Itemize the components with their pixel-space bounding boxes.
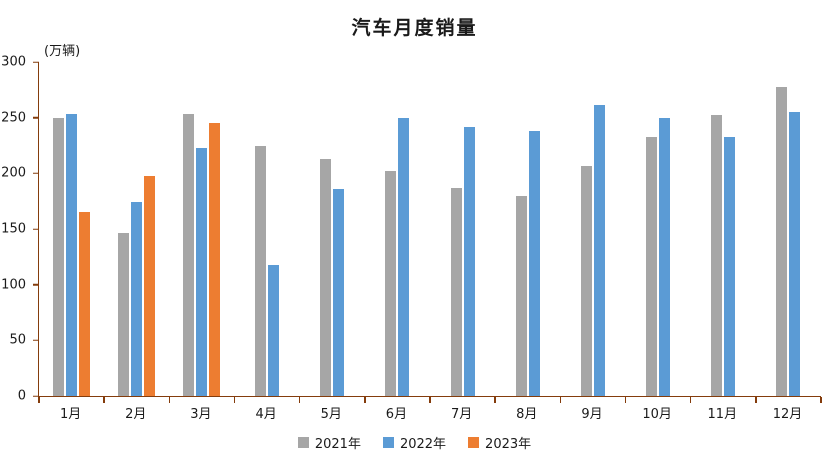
bar-2022年-1月 xyxy=(66,114,78,396)
chart-title: 汽车月度销量 xyxy=(351,17,478,39)
bar-2022年-5月 xyxy=(333,188,345,396)
bar-2021年-7月 xyxy=(450,187,462,396)
bar-2023年-1月 xyxy=(79,212,91,396)
legend: 2021年 2022年 2023年 xyxy=(0,433,829,452)
bar-2022年-11月 xyxy=(724,136,736,396)
legend-item-2023年: 2023年 xyxy=(468,433,531,452)
bar-group-5月 xyxy=(300,62,365,396)
bar-2022年-12月 xyxy=(789,112,801,396)
y-tick-label: 0 xyxy=(17,388,26,404)
x-tick-mark xyxy=(298,397,301,403)
legend-label: 2023年 xyxy=(485,437,532,452)
x-axis-labels: 1月 2月 3月 4月 5月 6月 7月 8月 9月 10月 11月 12月 xyxy=(38,403,820,422)
y-axis-unit-label: (万辆) xyxy=(44,44,81,59)
x-tick-mark xyxy=(624,397,627,403)
x-tick-label: 6月 xyxy=(385,407,408,422)
bars-container xyxy=(39,62,821,396)
bar-2022年-2月 xyxy=(131,202,143,396)
y-tick-label: 50 xyxy=(9,332,26,348)
legend-item-2021年: 2021年 xyxy=(297,433,361,452)
bar-group-12月 xyxy=(756,62,821,396)
bar-group-10月 xyxy=(626,62,691,396)
y-axis: 0 50 100 150 200 250 300 xyxy=(0,56,34,403)
x-tick-label: 4月 xyxy=(255,407,277,422)
bar-2021年-8月 xyxy=(515,195,527,396)
x-tick-mark xyxy=(559,397,562,403)
bar-2022年-3月 xyxy=(196,147,208,396)
x-tick-mark xyxy=(103,397,105,403)
y-tick-label: 250 xyxy=(1,110,26,126)
x-tick-mark xyxy=(689,397,692,403)
bar-2021年-11月 xyxy=(711,115,723,396)
y-tick-label: 100 xyxy=(1,277,26,293)
bar-2022年-6月 xyxy=(398,117,410,396)
y-tick-mark xyxy=(33,339,39,342)
bar-2021年-6月 xyxy=(385,171,397,396)
legend-item-2022年: 2022年 xyxy=(382,433,447,452)
bar-group-11月 xyxy=(691,62,756,396)
bar-2022年-8月 xyxy=(528,131,540,396)
x-tick-label: 3月 xyxy=(190,407,212,422)
x-tick-label: 2月 xyxy=(125,407,147,422)
y-tick-label: 300 xyxy=(1,54,26,70)
x-tick-mark xyxy=(755,397,757,403)
x-tick-label: 9月 xyxy=(581,407,603,422)
bar-2022年-4月 xyxy=(268,264,280,396)
bar-group-8月 xyxy=(495,62,560,396)
bar-group-3月 xyxy=(169,62,234,396)
x-tick-mark xyxy=(494,397,496,403)
x-tick-mark xyxy=(364,397,366,403)
x-tick-mark xyxy=(38,397,40,403)
x-tick-label: 7月 xyxy=(450,407,473,422)
x-tick-mark xyxy=(168,397,171,403)
x-tick-label: 11月 xyxy=(707,407,738,422)
y-tick-mark xyxy=(33,283,39,286)
bar-2021年-9月 xyxy=(580,165,592,396)
y-tick-mark xyxy=(33,228,39,230)
y-tick-mark xyxy=(33,395,39,397)
bar-2021年-5月 xyxy=(320,158,332,396)
x-tick-mark xyxy=(429,397,431,403)
x-tick-label: 5月 xyxy=(320,407,342,422)
bar-group-4月 xyxy=(235,62,300,396)
legend-swatch-icon xyxy=(468,437,480,448)
bar-group-2月 xyxy=(104,62,169,396)
y-tick-mark xyxy=(33,116,39,119)
x-tick-label: 8月 xyxy=(516,407,538,422)
bar-2021年-1月 xyxy=(53,117,65,396)
bar-2021年-10月 xyxy=(646,136,658,396)
bar-2023年-3月 xyxy=(209,123,221,396)
bar-2022年-7月 xyxy=(463,126,475,396)
bar-group-7月 xyxy=(430,62,495,396)
legend-label: 2021年 xyxy=(314,437,361,452)
bar-group-9月 xyxy=(560,62,625,396)
bar-2021年-3月 xyxy=(183,114,195,396)
x-tick-label: 12月 xyxy=(772,407,803,422)
x-tick-mark xyxy=(820,397,822,403)
bar-2023年-2月 xyxy=(144,175,156,396)
bar-2022年-10月 xyxy=(659,117,671,396)
bar-group-1月 xyxy=(39,62,104,396)
bar-2021年-2月 xyxy=(118,233,130,396)
y-tick-mark xyxy=(33,172,39,175)
y-tick-label: 150 xyxy=(1,221,26,237)
x-tick-label: 10月 xyxy=(642,407,672,422)
x-tick-label: 1月 xyxy=(59,407,82,422)
legend-swatch-icon xyxy=(382,437,394,448)
bar-2022年-9月 xyxy=(593,105,605,396)
y-tick-label: 200 xyxy=(1,165,26,181)
plot-area xyxy=(33,61,822,403)
x-tick-mark xyxy=(233,397,236,403)
y-tick-mark xyxy=(33,61,39,63)
legend-swatch-icon xyxy=(297,437,309,448)
bar-group-6月 xyxy=(365,62,430,396)
legend-label: 2022年 xyxy=(399,437,447,452)
bar-2021年-12月 xyxy=(776,86,788,396)
bar-2021年-4月 xyxy=(255,145,267,396)
